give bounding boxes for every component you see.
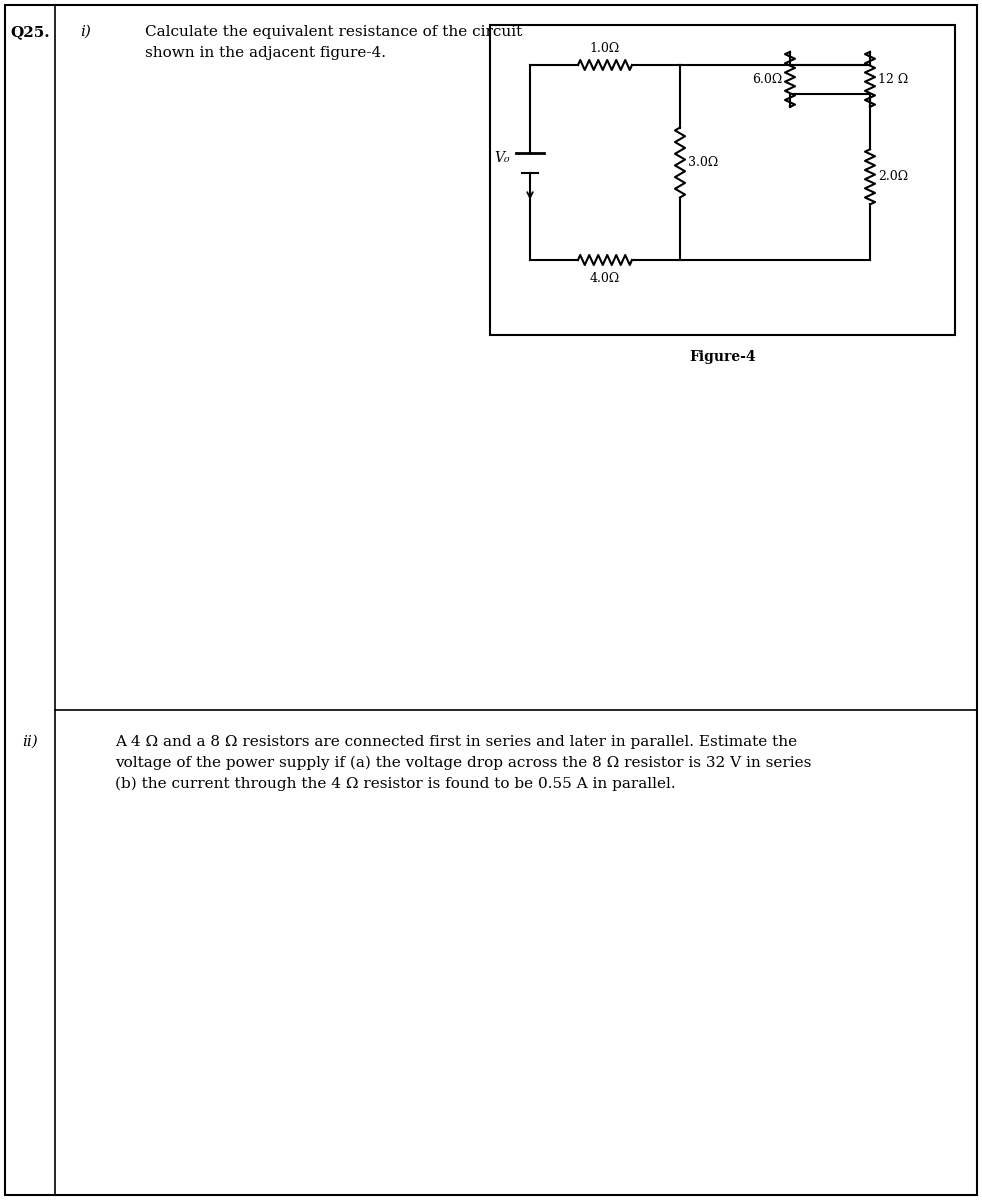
Text: A 4 Ω and a 8 Ω resistors are connected first in series and later in parallel. E: A 4 Ω and a 8 Ω resistors are connected …: [115, 734, 811, 792]
Text: 12 Ω: 12 Ω: [878, 73, 908, 86]
Text: 6.0Ω: 6.0Ω: [752, 73, 782, 86]
Text: Figure-4: Figure-4: [689, 350, 756, 364]
Text: Q25.: Q25.: [10, 25, 50, 38]
Text: i): i): [80, 25, 91, 38]
Text: 1.0Ω: 1.0Ω: [590, 42, 620, 55]
Text: V₀: V₀: [494, 150, 510, 164]
Text: 2.0Ω: 2.0Ω: [878, 170, 908, 184]
Text: 3.0Ω: 3.0Ω: [688, 156, 718, 169]
Bar: [490, 25, 955, 335]
Text: 4.0Ω: 4.0Ω: [590, 272, 620, 284]
Text: ii): ii): [23, 734, 38, 749]
Text: Calculate the equivalent resistance of the circuit
shown in the adjacent figure-: Calculate the equivalent resistance of t…: [145, 25, 522, 60]
